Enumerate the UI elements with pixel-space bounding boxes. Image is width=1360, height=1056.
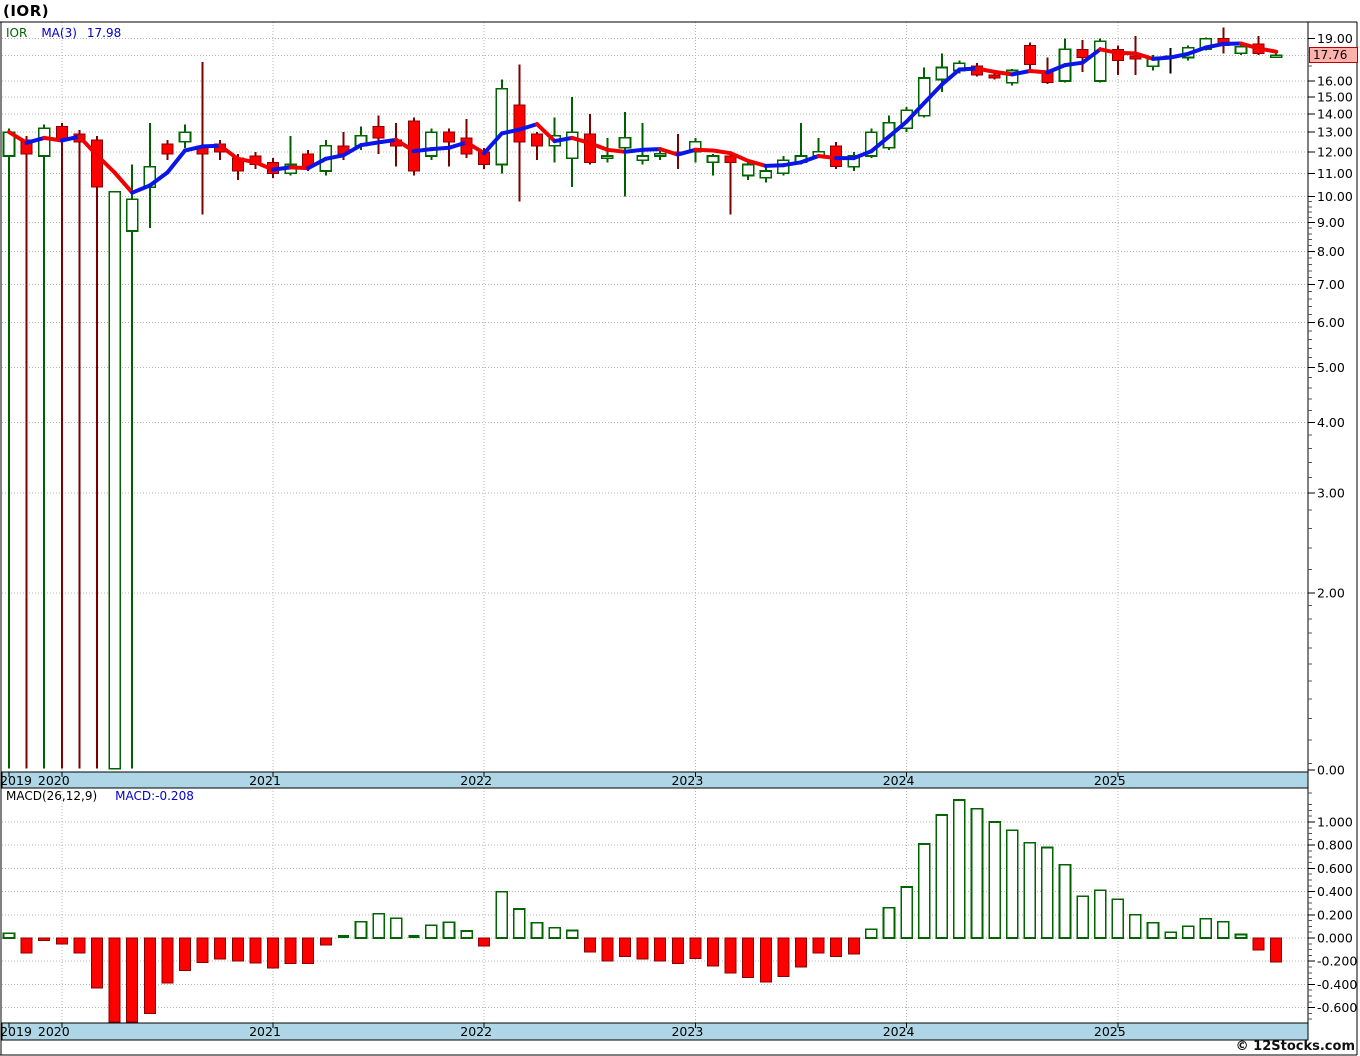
candle (706, 153, 720, 176)
axis-tick-label: 0.00 (1317, 763, 1345, 778)
candle (1005, 68, 1019, 86)
chart-borders (0, 21, 1358, 1056)
axis-tick-label: 0.200 (1317, 907, 1353, 922)
candle (495, 79, 509, 174)
watermark: © 12Stocks.com (1235, 1039, 1355, 1054)
axis-tick-label: -0.600 (1317, 1000, 1357, 1015)
candle (425, 128, 438, 161)
candle (372, 115, 385, 154)
candle (618, 112, 632, 197)
year-label: 2025 (1094, 1024, 1126, 1039)
page-title: (IOR) (3, 2, 50, 20)
candle (1023, 42, 1036, 72)
year-label: 2019 (0, 1024, 32, 1039)
candle (565, 96, 579, 188)
candle (55, 122, 68, 769)
axis-tick-label: -0.200 (1317, 954, 1357, 969)
year-label: 2021 (249, 773, 281, 788)
axis-tick-label: 4.00 (1317, 415, 1345, 430)
year-label: 2021 (249, 1024, 281, 1039)
candles-layer (2, 27, 1283, 770)
last-price-tag: 17.76 (1309, 47, 1358, 63)
axis-tick-label: 19.00 (1317, 31, 1353, 46)
candle (1129, 36, 1142, 75)
candle (178, 124, 192, 148)
candle (390, 122, 403, 167)
candle (91, 135, 103, 769)
macd-legend: MACD(26,12,9) MACD:-0.208 (6, 789, 194, 803)
axis-tick-label: 7.00 (1317, 277, 1345, 292)
candle (460, 119, 473, 159)
candle (196, 61, 209, 215)
axis-tick-label: -0.400 (1317, 977, 1357, 992)
candle (2, 128, 16, 769)
candle (1058, 38, 1072, 83)
candle (636, 122, 649, 165)
candle (759, 166, 773, 183)
candle (37, 124, 51, 769)
axis-tick-label: 3.00 (1317, 486, 1345, 501)
axis-tick-label: 9.00 (1317, 215, 1345, 230)
axis-tick-label: 1.000 (1317, 815, 1353, 830)
candle (73, 130, 86, 769)
axis-tick-label: 6.00 (1317, 315, 1345, 330)
year-label: 2020 (38, 773, 70, 788)
year-label: 2025 (1094, 773, 1126, 788)
candle (1076, 39, 1089, 72)
candle (724, 153, 737, 215)
axis-tick-label: 5.00 (1317, 360, 1345, 375)
price-legend: IOR MA(3) 17.98 (6, 26, 121, 40)
macd-axis: 1.000 0.800 0.600 0.400 0.200 0.000 -0.200 -0.4… (1308, 792, 1357, 1020)
ma-value: 17.98 (86, 26, 122, 40)
axis-tick-label: 16.00 (1317, 74, 1353, 89)
axis-tick-label: 12.00 (1317, 144, 1353, 159)
axis-tick-label: 8.00 (1317, 244, 1345, 259)
axis-tick-label: 0.000 (1317, 931, 1353, 946)
year-label: 2024 (883, 773, 915, 788)
price-gridlines (2, 38, 1308, 594)
axis-tick-label: 10.00 (1317, 189, 1353, 204)
year-label: 2023 (671, 1024, 703, 1039)
axis-tick-label: 11.00 (1317, 166, 1353, 181)
candle (20, 135, 33, 769)
macd-params-label: MACD(26,12,9) (6, 789, 98, 803)
axis-tick-label: 0.400 (1317, 884, 1353, 899)
candle (741, 162, 755, 181)
ma-label: MA(3) (41, 26, 77, 40)
macd-value-label: MACD:-0.208 (115, 789, 194, 803)
candle (1217, 27, 1230, 54)
axis-tick-label: 13.00 (1317, 125, 1353, 140)
year-label: 2022 (460, 773, 492, 788)
axis-tick-label: 14.00 (1317, 106, 1353, 121)
candle (1164, 47, 1177, 74)
candle (161, 139, 174, 161)
candle (531, 132, 543, 161)
year-label: 2023 (671, 773, 703, 788)
axis-tick-label: 15.00 (1317, 89, 1353, 104)
macd-bars (2, 799, 1283, 1023)
candle (1093, 38, 1107, 83)
year-labels: 2019 2019 2020 2020 2021 2021 2022 2022 2023 2023… (0, 772, 1126, 1039)
year-label: 2019 (0, 773, 32, 788)
candle (794, 122, 808, 165)
candle (1111, 45, 1124, 75)
candle (125, 164, 139, 769)
candle (513, 64, 526, 202)
axis-tick-label: 0.800 (1317, 838, 1353, 853)
candle (583, 113, 596, 165)
symbol-label: IOR (6, 26, 28, 40)
axis-tick-label: 0.600 (1317, 861, 1353, 876)
candle (143, 122, 157, 229)
candle (830, 141, 843, 169)
year-label: 2020 (38, 1024, 70, 1039)
axis-tick-label: 2.00 (1317, 585, 1345, 600)
candle (1234, 45, 1248, 55)
year-label: 2022 (460, 1024, 492, 1039)
candle (108, 191, 121, 770)
year-label: 2024 (883, 1024, 915, 1039)
ma-line (7, 41, 1279, 195)
